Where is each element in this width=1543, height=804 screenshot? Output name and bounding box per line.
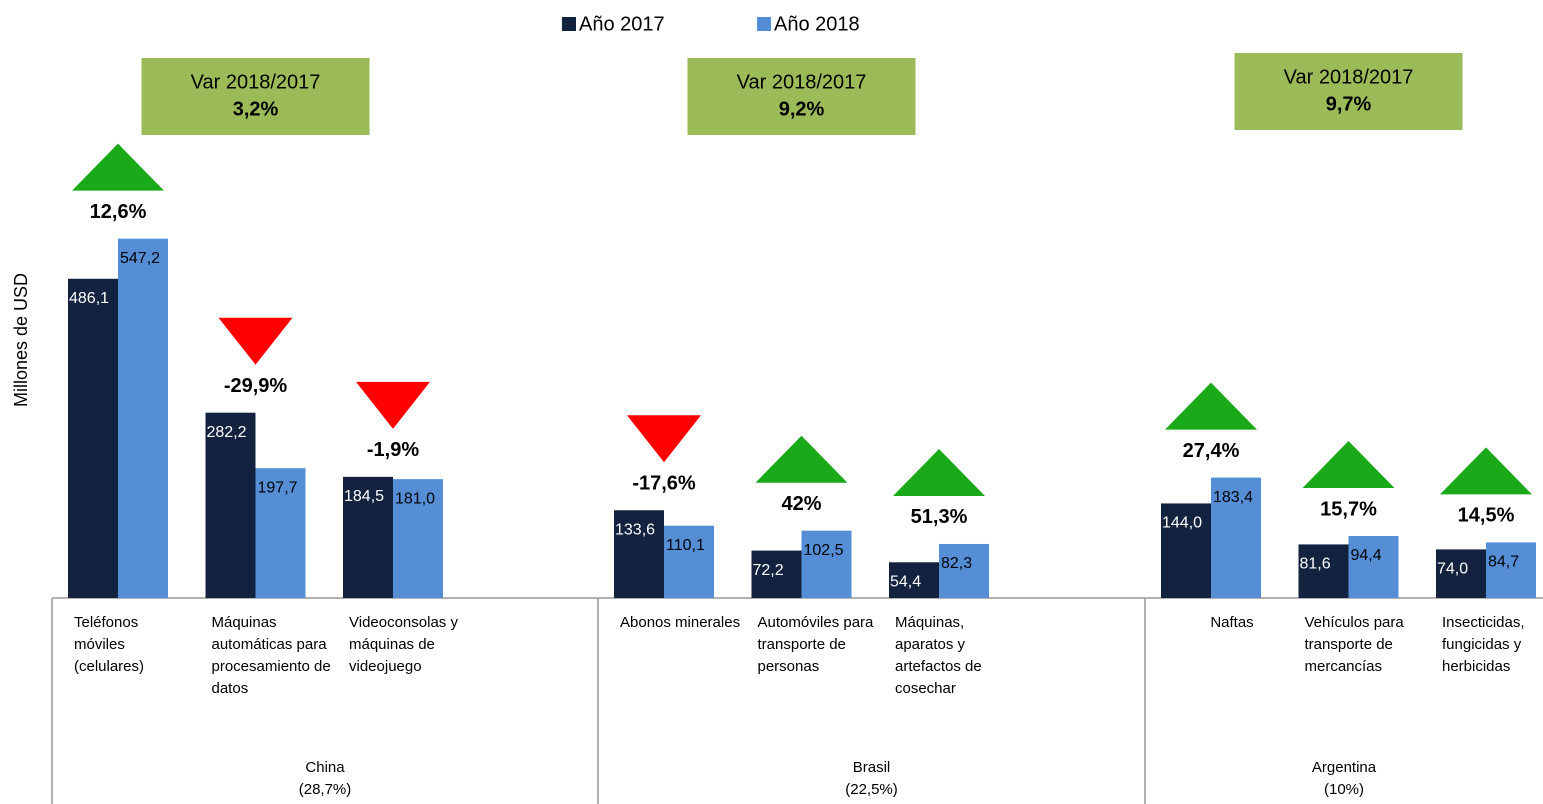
bar	[1161, 503, 1211, 598]
x-tick-label: Teléfonos móviles (celulares)	[74, 614, 145, 675]
up-arrow	[1302, 441, 1395, 489]
group-text: (28,7%)	[298, 781, 352, 798]
value-label: 282,2	[207, 424, 247, 441]
variation-title: Var 2018/2017	[191, 71, 321, 93]
variation-title: Var 2018/2017	[737, 71, 867, 93]
value-label: 486,1	[69, 290, 109, 307]
group-label: China (28,7%)	[72, 757, 578, 801]
value-label: 81,6	[1300, 556, 1331, 573]
bar	[1436, 549, 1486, 598]
down-arrow	[218, 317, 293, 365]
variation-value: 9,7%	[1326, 93, 1372, 115]
variation-value: 3,2%	[233, 98, 279, 120]
bar	[393, 479, 443, 598]
change-label: 51,3%	[911, 506, 968, 528]
value-label: 102,5	[804, 542, 844, 559]
legend-swatch	[757, 17, 771, 31]
up-arrow	[1440, 447, 1532, 495]
value-label: 183,4	[1213, 489, 1253, 506]
down-arrow	[627, 415, 701, 463]
bar	[118, 238, 168, 598]
legend-swatch	[562, 17, 576, 31]
x-tick-label: Vehículos para transporte de mercancías	[1304, 614, 1404, 675]
group-label: Brasil (22,5%)	[618, 757, 1125, 801]
change-label: 12,6%	[90, 201, 147, 223]
legend-label: Año 2017	[579, 13, 665, 35]
group-text: Argentina	[1311, 759, 1377, 776]
x-tick-label: Máquinas automáticas para procesamiento …	[211, 614, 331, 697]
bar	[664, 525, 714, 598]
legend-label: Año 2018	[774, 13, 860, 35]
bar	[68, 278, 118, 598]
group-text: (10%)	[1323, 781, 1364, 798]
value-label: 54,4	[890, 573, 921, 590]
bar	[614, 510, 664, 598]
up-arrow	[755, 435, 848, 483]
variation-box	[1234, 53, 1463, 130]
value-label: 82,3	[941, 555, 972, 572]
group-text: China	[305, 759, 345, 776]
change-label: 15,7%	[1320, 498, 1377, 520]
change-label: -29,9%	[224, 375, 288, 397]
x-tick-label: Videoconsolas y máquinas de videojuego	[349, 614, 458, 675]
x-tick-label: Automóviles para transporte de personas	[757, 614, 874, 675]
bar	[205, 412, 256, 598]
up-arrow	[893, 448, 985, 496]
value-label: 84,7	[1488, 554, 1519, 571]
value-label: 181,0	[395, 490, 435, 507]
y-axis-label: Millones de USD	[11, 273, 31, 407]
bar	[1211, 477, 1261, 598]
variation-value: 9,2%	[779, 98, 825, 120]
change-label: 14,5%	[1458, 505, 1515, 527]
x-tick-label: Naftas	[1210, 614, 1254, 631]
group-label: Argentina (10%)	[1165, 757, 1523, 801]
bar	[751, 550, 802, 598]
change-label: 42%	[781, 493, 821, 515]
bar	[801, 530, 852, 598]
up-arrow	[72, 143, 164, 191]
x-tick-label: Insecticidas, fungicidas y herbicidas	[1442, 614, 1525, 675]
change-label: -17,6%	[632, 473, 696, 495]
up-arrow	[1165, 382, 1257, 430]
change-label: -1,9%	[367, 439, 419, 461]
bar	[1298, 544, 1349, 598]
bar	[343, 476, 393, 598]
variation-box	[141, 58, 370, 135]
down-arrow	[356, 381, 430, 429]
variation-title: Var 2018/2017	[1284, 66, 1414, 88]
value-label: 547,2	[120, 250, 160, 267]
change-label: 27,4%	[1183, 440, 1240, 462]
bar	[255, 468, 306, 598]
value-label: 133,6	[615, 521, 655, 538]
bar	[889, 562, 939, 598]
x-tick-label: Máquinas, aparatos y artefactos de cosec…	[895, 614, 982, 697]
group-text: Brasil	[852, 759, 891, 776]
bar	[939, 543, 989, 598]
value-label: 197,7	[258, 479, 298, 496]
value-label: 184,5	[344, 488, 384, 505]
value-label: 94,4	[1351, 547, 1382, 564]
bar	[1348, 536, 1399, 598]
variation-box	[687, 58, 916, 135]
value-label: 144,0	[1162, 515, 1202, 532]
value-label: 74,0	[1437, 561, 1468, 578]
x-tick-label: Abonos minerales	[620, 614, 741, 631]
value-label: 110,1	[666, 537, 705, 554]
group-text: (22,5%)	[845, 781, 898, 798]
bar	[1486, 542, 1536, 598]
value-label: 72,2	[753, 562, 784, 579]
